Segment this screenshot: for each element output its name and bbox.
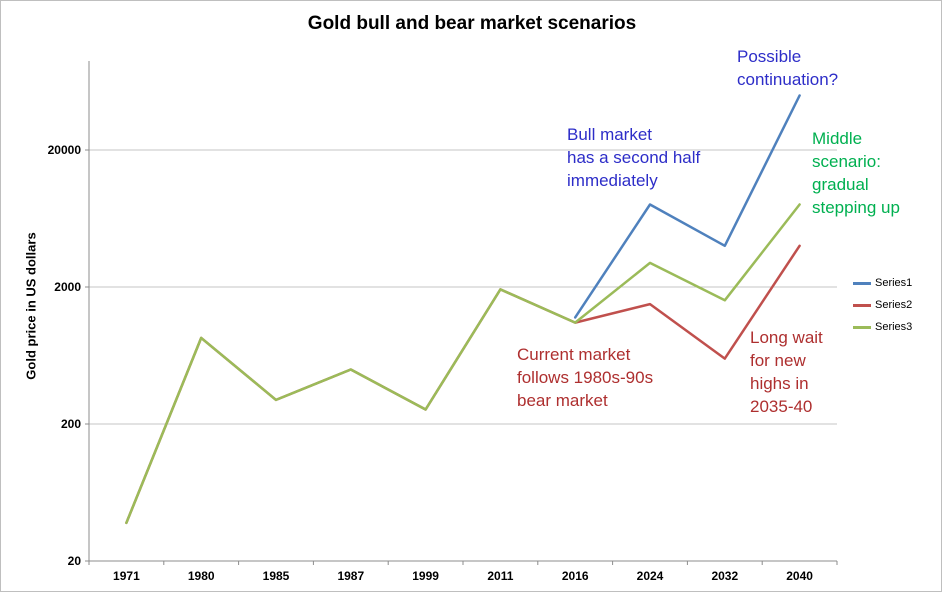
x-tick-label: 2032 [711, 569, 738, 583]
series-line-series3 [125, 203, 801, 525]
legend-item-series1: Series1 [853, 277, 912, 289]
x-tick-label: 1985 [263, 569, 290, 583]
series3-line-swatch [853, 325, 871, 329]
annotation-long-wait: Long wait for new highs in 2035-40 [750, 328, 823, 416]
y-tick-label: 200 [61, 417, 81, 431]
legend-label: Series3 [875, 321, 913, 333]
annotation-middle-scenario: Middle scenario: gradual stepping up [812, 129, 900, 217]
x-tick-label: 1980 [188, 569, 215, 583]
legend: Series1 Series2 Series3 [853, 277, 912, 343]
x-tick-label: 1999 [412, 569, 439, 583]
annotation-possible-continuation: Possible continuation? [737, 47, 839, 89]
series1-line-swatch [853, 281, 871, 285]
x-tick-label: 2024 [637, 569, 664, 583]
x-tick-label: 2040 [786, 569, 813, 583]
annotation-current-market: Current market follows 1980s-90s bear ma… [517, 345, 654, 410]
series2-line-swatch [853, 303, 871, 307]
x-tick-label: 2011 [487, 569, 513, 583]
legend-label: Series2 [875, 299, 913, 311]
y-tick-label: 20 [68, 554, 82, 568]
series-line-series1 [573, 94, 801, 319]
legend-item-series2: Series2 [853, 299, 912, 311]
x-tick-label: 1971 [113, 569, 140, 583]
legend-item-series3: Series3 [853, 321, 912, 333]
x-tick-label: 2016 [562, 569, 589, 583]
annotation-bull-market: Bull market has a second half immediatel… [567, 125, 701, 190]
y-tick-label: 20000 [48, 143, 82, 157]
chart-title: Gold bull and bear market scenarios [307, 13, 637, 34]
legend-label: Series1 [875, 277, 913, 289]
y-tick-label: 2000 [54, 280, 81, 294]
x-tick-label: 1987 [337, 569, 364, 583]
